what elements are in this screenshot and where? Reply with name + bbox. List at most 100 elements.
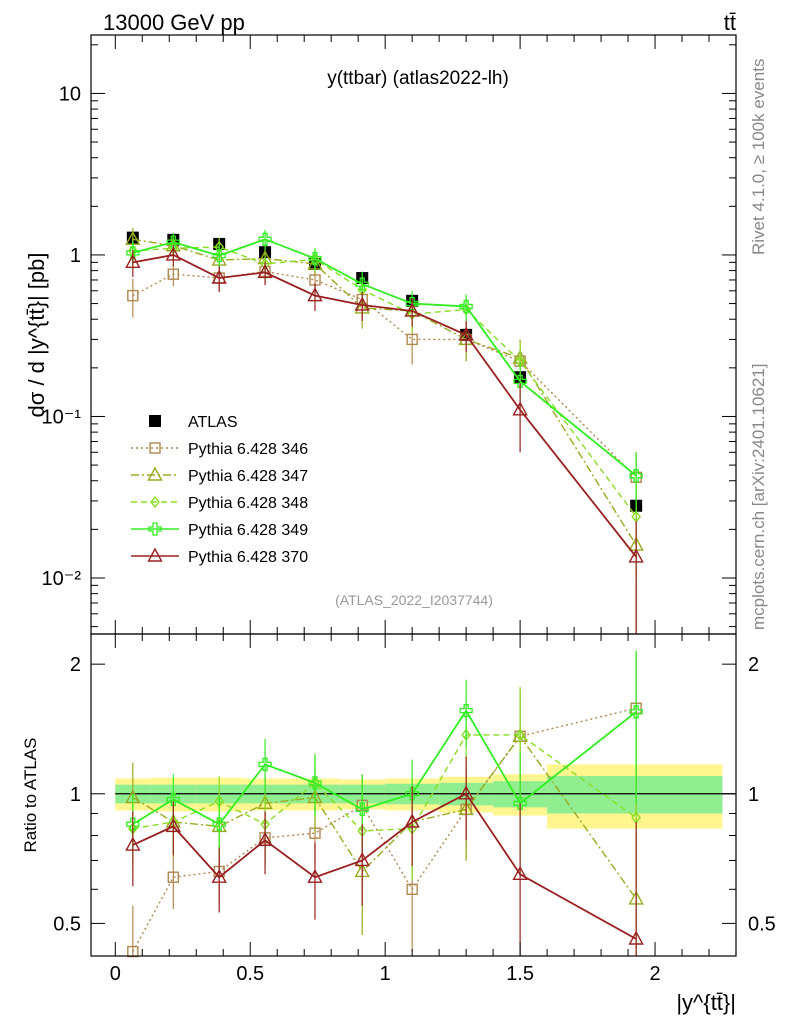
ratio-y-tick-label: 1 (70, 784, 81, 806)
ratio-point (166, 792, 180, 807)
data-point (459, 299, 473, 314)
ratio-point (513, 796, 527, 811)
legend-item-pythia-6-428-346: Pythia 6.428 346 (131, 441, 308, 458)
data-point (212, 249, 226, 263)
legend-item-pythia-6-428-370: Pythia 6.428 370 (131, 547, 308, 566)
ratio-line-pythia-6-428-370 (132, 792, 637, 940)
data-point (355, 277, 369, 291)
ratio-point (257, 831, 273, 846)
ratio-y-tick-label-right: 2 (748, 654, 759, 676)
data-point (628, 548, 644, 563)
data-point (127, 289, 139, 302)
main-y-tick-label: 10⁻² (42, 568, 82, 590)
ratio-point (355, 802, 369, 817)
legend-marker (148, 522, 162, 536)
ratio-point (406, 883, 418, 896)
ratio-y-tick-label-right: 0.5 (748, 913, 776, 935)
x-tick-label: 1 (380, 963, 391, 985)
series-pythia-6-428-370 (125, 245, 644, 634)
main-panel: 10⁻² 10⁻¹ 1 10 y(ttbar) (atlas2022-lh) (ATL… (24, 34, 737, 635)
data-point (307, 287, 323, 302)
ratio-point (126, 817, 140, 831)
legend-marker (150, 495, 160, 509)
data-point (166, 235, 180, 249)
analysis-watermark: (ATLAS_2022_I2037744) (335, 592, 493, 608)
uncertainty-band-stat (547, 775, 723, 814)
legend-marker (147, 466, 163, 481)
series-line-pythia-6-428-346 (132, 270, 637, 478)
legend-label: ATLAS (188, 414, 238, 431)
ratio-y-tick-label: 2 (70, 654, 81, 676)
ratio-panel: 0.5 0.5 1 1 2 2 0 0.5 1 1.5 2 Ratio to ATLAS (21, 633, 776, 985)
ratio-point (459, 703, 473, 718)
ratio-point (515, 728, 525, 742)
ratio-point (212, 817, 226, 831)
data-point (165, 246, 181, 261)
x-axis-label: |y^{tt̄}| (676, 990, 736, 1015)
series-line-pythia-6-428-348 (132, 246, 637, 517)
ratio-point (307, 868, 323, 883)
legend-item-pythia-6-428-347: Pythia 6.428 347 (131, 466, 308, 485)
main-y-tick-label: 1 (70, 245, 81, 267)
ratio-point (258, 757, 272, 772)
data-point (458, 326, 474, 341)
x-tick-label: 1.5 (506, 963, 534, 985)
ratio-point (405, 787, 419, 801)
legend-marker (149, 415, 161, 427)
legend-item-pythia-6-428-348: Pythia 6.428 348 (131, 495, 308, 512)
legend-marker (149, 442, 161, 454)
ratio-point (125, 836, 141, 851)
x-tick-label: 0 (110, 963, 121, 985)
legend-label: Pythia 6.428 349 (188, 522, 308, 539)
ratio-y-tick-label-right: 1 (748, 784, 759, 806)
ratio-point (629, 705, 643, 719)
ratio-point (458, 785, 474, 800)
ratio-point (512, 865, 528, 881)
ratio-line-pythia-6-428-346 (132, 707, 637, 952)
main-y-axis-label: dσ / d |y^{tt̄}| [pb] (24, 253, 49, 418)
ratio-series-pythia-6-428-370 (125, 756, 644, 956)
ratio-line-pythia-6-428-349 (132, 708, 637, 826)
series-line-pythia-6-428-370 (132, 254, 637, 558)
series-line-pythia-6-428-349 (132, 238, 637, 477)
main-title: y(ttbar) (atlas2022-lh) (327, 68, 509, 89)
legend: ATLAS Pythia 6.428 346 Pythia 6.428 347 Pyt… (131, 414, 308, 566)
legend-label: Pythia 6.428 346 (188, 441, 308, 458)
ratio-point (404, 813, 420, 828)
ratio-line-pythia-6-428-348 (132, 734, 637, 832)
main-y-tick-label: 10 (59, 83, 81, 105)
series-line-pythia-6-428-347 (132, 238, 637, 546)
ratio-point (308, 776, 322, 790)
data-point (513, 374, 527, 388)
data-point (404, 302, 420, 317)
ratio-point (628, 930, 644, 945)
data-point (167, 268, 180, 280)
ratio-point (354, 852, 370, 867)
data-point (406, 333, 418, 346)
ratio-line-pythia-6-428-347 (132, 735, 637, 900)
ratio-point (167, 871, 180, 883)
data-point (308, 251, 322, 266)
legend-item-pythia-6-428-349: Pythia 6.428 349 (131, 522, 308, 539)
x-tick-label: 0.5 (236, 963, 264, 985)
legend-item-atlas: ATLAS (149, 414, 238, 431)
process-label: tt̄ (724, 10, 736, 35)
legend-label: Pythia 6.428 348 (188, 495, 308, 512)
energy-label: 13000 GeV pp (103, 10, 245, 35)
data-point (125, 253, 141, 269)
data-point (257, 263, 273, 279)
ratio-y-axis-label: Ratio to ATLAS (21, 738, 40, 853)
main-y-tick-label: 10⁻¹ (42, 406, 82, 428)
x-tick-label: 2 (649, 963, 660, 985)
data-point (629, 469, 643, 483)
rivet-version-label: Rivet 4.1.0, ≥ 100k events (749, 59, 768, 255)
data-point (258, 232, 272, 246)
ratio-y-tick-label: 0.5 (53, 913, 81, 935)
ratio-point (165, 817, 181, 833)
ratio-frame (90, 633, 737, 957)
data-point (354, 296, 370, 311)
legend-label: Pythia 6.428 370 (188, 549, 308, 566)
ratio-point (211, 868, 227, 883)
data-point (512, 401, 528, 416)
